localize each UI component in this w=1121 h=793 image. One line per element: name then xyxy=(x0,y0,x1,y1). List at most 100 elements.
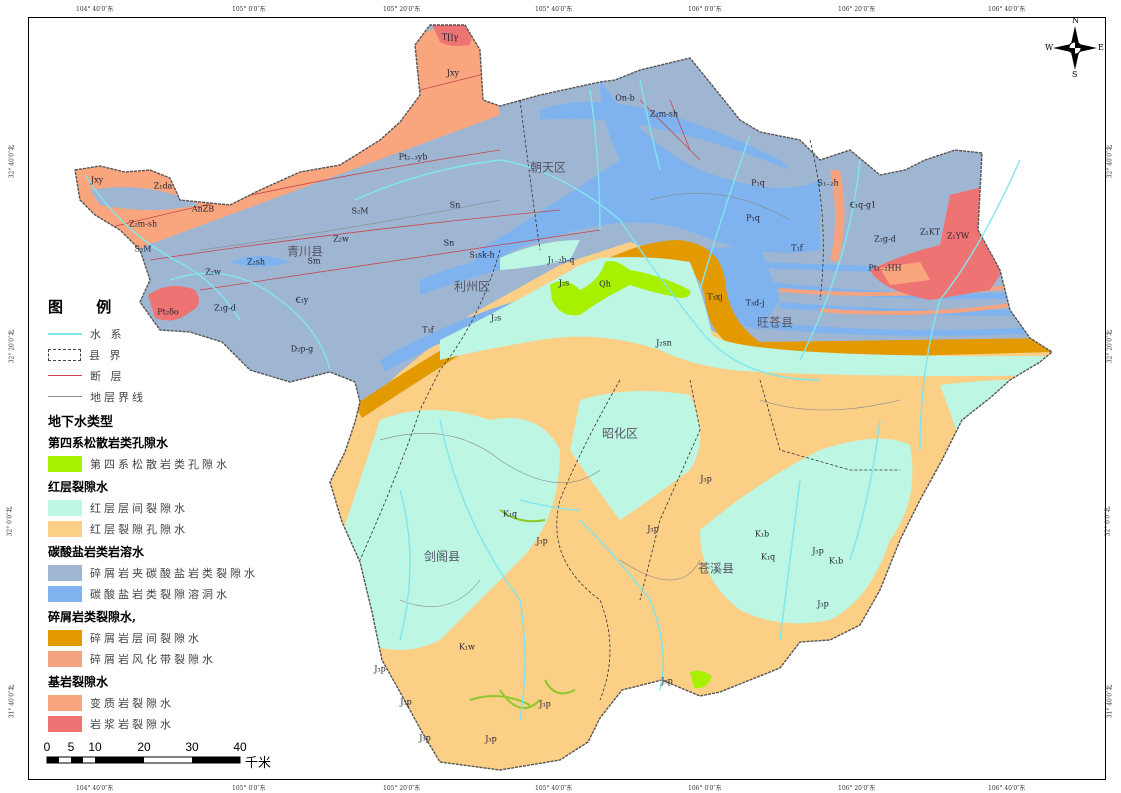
stratum-label: S₁₋₂h xyxy=(817,178,839,188)
stratum-label: K₁b xyxy=(754,529,770,539)
stratum-label: J₂s xyxy=(490,313,502,323)
stratum-label: D₂p-g xyxy=(290,344,314,354)
stratum-label: Qh xyxy=(599,279,611,289)
zone-red-bed-interlayer xyxy=(500,240,580,270)
stratum-label: K₁q xyxy=(502,509,518,519)
stratum-label: Sn xyxy=(449,200,461,210)
legend-label: 红层裂隙孔隙水 xyxy=(90,522,188,536)
county-label: 昭化区 xyxy=(601,426,639,441)
legend-group-title: 碳酸盐岩类岩溶水 xyxy=(48,545,145,559)
scale-bar: 0 5 10 20 30 40 千米 xyxy=(42,740,292,770)
stratum-label: Sm xyxy=(307,256,321,266)
stratum-label: J₃p xyxy=(485,734,497,744)
stratum-label: J₃p xyxy=(419,733,431,743)
legend-swatch xyxy=(48,455,82,472)
legend-group-title: 红层裂隙水 xyxy=(48,480,109,494)
river-system xyxy=(84,79,1021,721)
zone-weathered xyxy=(830,170,845,262)
scale-tick: 0 xyxy=(43,740,51,754)
legend-line-fault: 断 层 xyxy=(48,365,278,386)
coord-bottom: 105° 0′0″东 xyxy=(232,785,266,792)
coord-top: 105° 0′0″东 xyxy=(232,6,266,13)
stratum-label: K₁q xyxy=(760,552,776,562)
legend-title: 图 例 xyxy=(48,298,126,316)
legend-label: 断 层 xyxy=(90,369,125,383)
scale-bar-graphic xyxy=(46,756,241,764)
zone-weathered-bands xyxy=(779,283,1031,316)
fault-line-icon xyxy=(48,375,82,376)
zone-carbonate-karst xyxy=(540,101,790,170)
legend-label: 岩浆岩裂隙水 xyxy=(90,717,174,731)
scale-unit: 千米 xyxy=(245,755,272,770)
coord-top: 106° 0′0″东 xyxy=(688,6,722,13)
stratum-label: Z₁KT xyxy=(919,227,941,237)
compass-s: S xyxy=(1072,70,1078,79)
stratum-label: K₁w xyxy=(458,642,476,652)
scale-tick: 20 xyxy=(137,740,151,754)
legend-label: 第四系松散岩类孔隙水 xyxy=(90,457,230,471)
legend-group-title: 基岩裂隙水 xyxy=(48,675,109,689)
legend-line-stratum: 地层界线 xyxy=(48,386,278,407)
stratum-label: T₃f xyxy=(422,325,434,335)
legend: 图 例 水 系 县 界 断 层 地层界线 地下水类型 第四系松散岩类孔隙水 第四系… xyxy=(48,296,278,734)
legend-swatch xyxy=(48,694,82,711)
legend-item: 碎屑岩夹碳酸盐岩类裂隙水 xyxy=(48,562,278,583)
stratum-label: Ꞓ₁y xyxy=(295,295,309,305)
county-boundary-icon xyxy=(48,348,81,361)
zone-carbonate-karst xyxy=(380,245,560,372)
stratum-label: S₂M xyxy=(134,244,152,254)
stratum-label: Z₂m-sh xyxy=(649,109,679,119)
zone-carbonate-karst xyxy=(470,80,820,270)
legend-label: 水 系 xyxy=(90,327,125,341)
stratum-label: Z₁g-d xyxy=(874,234,896,244)
legend-item: 变质岩裂隙水 xyxy=(48,692,278,713)
stratum-label: J₃p xyxy=(536,536,548,546)
legend-label: 红层层间裂隙水 xyxy=(90,501,188,515)
legend-line-county: 县 界 xyxy=(48,344,278,365)
coord-top: 104° 40′0″东 xyxy=(76,6,114,13)
stratum-label: J₂s xyxy=(558,278,570,288)
county-label: 旺苍县 xyxy=(756,315,794,330)
legend-label: 地层界线 xyxy=(90,390,146,404)
scale-tick: 10 xyxy=(88,740,102,754)
zone-red-bed-interlayer xyxy=(570,391,700,520)
stratum-label: J₃p xyxy=(374,664,386,674)
legend-item: 碎屑岩层间裂隙水 xyxy=(48,627,278,648)
compass-n: N xyxy=(1072,16,1079,25)
coord-top: 105° 20′0″东 xyxy=(383,6,421,13)
coord-bottom: 105° 40′0″东 xyxy=(535,785,573,792)
coord-top: 105° 40′0″东 xyxy=(535,6,573,13)
stratum-label: Z₂m-sh xyxy=(128,219,158,229)
river-line-icon xyxy=(48,332,82,335)
zone-quaternary-pore xyxy=(690,670,712,689)
stratum-label: K₁b xyxy=(828,556,844,566)
stratum-label: J₃p xyxy=(812,546,824,556)
legend-swatch xyxy=(48,650,82,667)
stratum-label: On-b xyxy=(615,93,635,103)
county-label: 剑阁县 xyxy=(423,549,461,564)
legend-item: 第四系松散岩类孔隙水 xyxy=(48,453,278,474)
stratum-label: Z₁da xyxy=(153,181,173,191)
stratum-label: Z₁g-d xyxy=(214,303,236,313)
stratum-label: J₂sn xyxy=(656,338,672,348)
legend-swatch xyxy=(48,715,82,732)
stratum-label: T₃d-j xyxy=(745,298,765,308)
stratum-label: P₁q xyxy=(751,178,765,188)
compass-w: W xyxy=(1045,43,1054,52)
scale-tick: 5 xyxy=(67,740,75,754)
stratum-label: Ꞓ₁q-g1 xyxy=(849,200,877,210)
stratum-label: Z₁YW xyxy=(946,231,970,241)
stratum-label: J₃p xyxy=(647,524,659,534)
compass-rose: N S W E xyxy=(1045,16,1105,79)
stratum-label: J₃p xyxy=(400,697,412,707)
legend-label: 变质岩裂隙水 xyxy=(90,696,174,710)
stratum-label: Jxy xyxy=(446,68,460,78)
stratum-label: Pt₁₋₂HH xyxy=(868,263,902,273)
stratum-label: AnZB xyxy=(191,204,215,214)
map-frame xyxy=(28,17,1106,780)
zone-metamorphic xyxy=(880,262,930,285)
county-boundaries xyxy=(359,99,900,701)
fault-lines xyxy=(99,69,701,291)
